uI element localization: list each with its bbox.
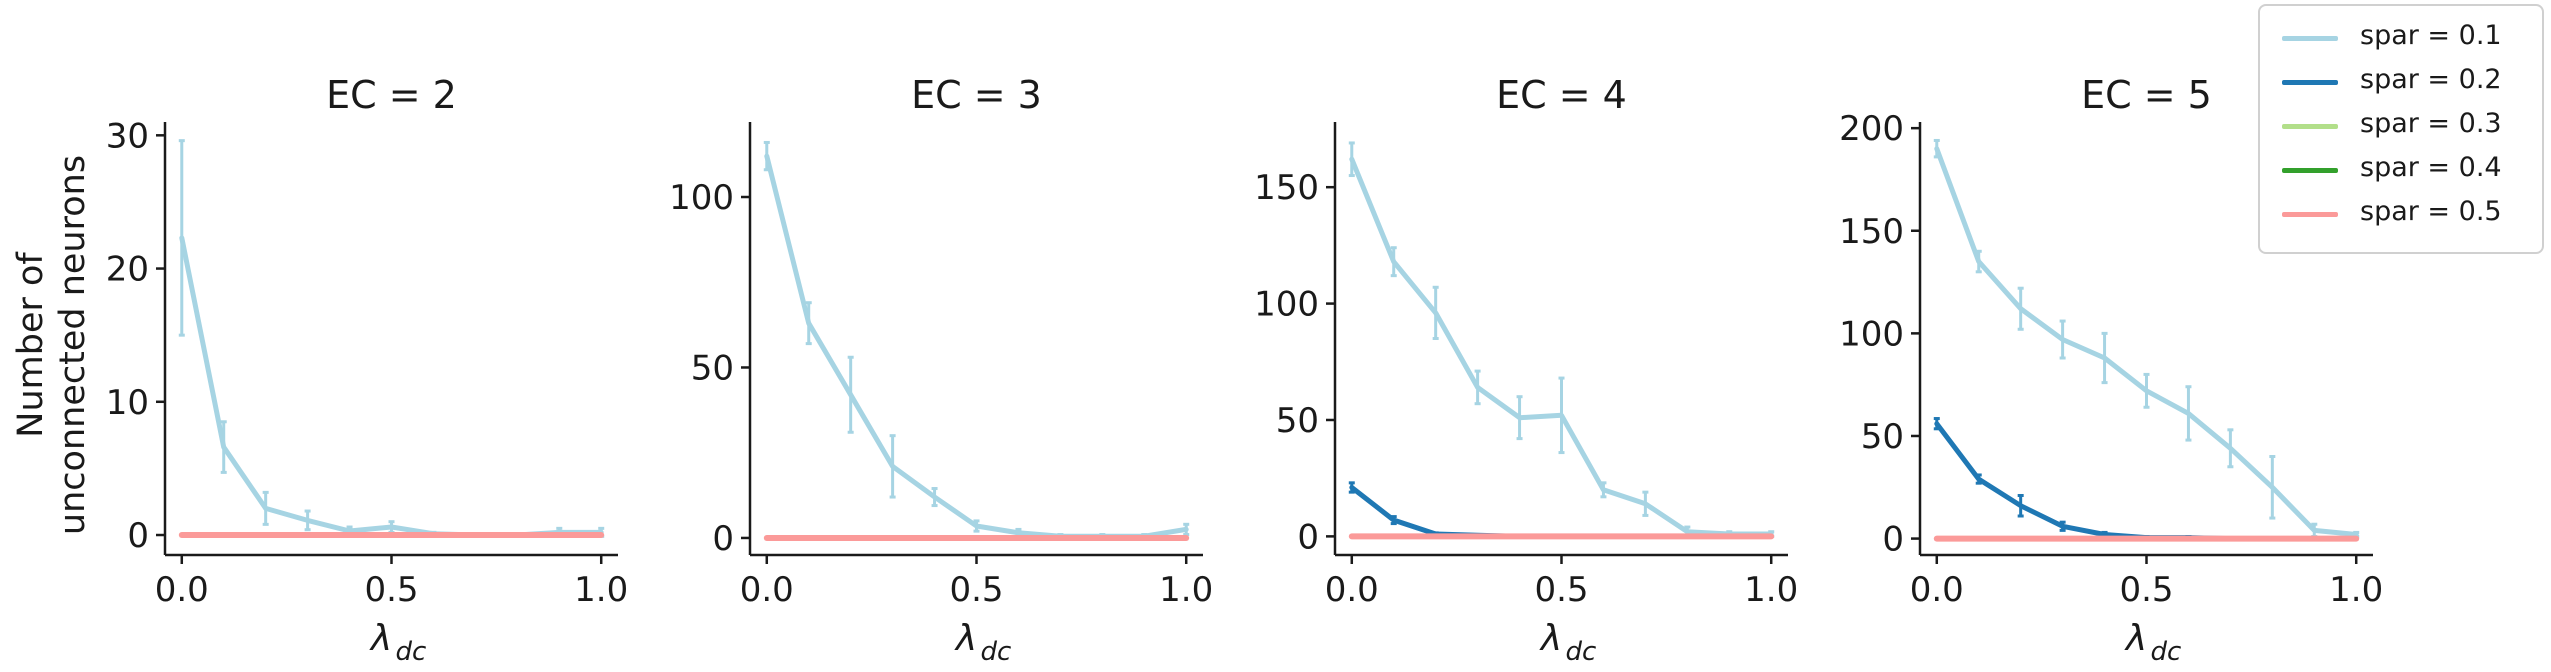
legend-label: spar = 0.1: [2360, 20, 2502, 51]
x-tick-label: 0.0: [155, 570, 209, 610]
y-tick-label: 100: [669, 178, 734, 218]
x-axis-label: λ: [1539, 618, 1562, 659]
x-tick-label: 0.0: [1910, 570, 1964, 610]
y-axis-label: Number of unconnected neurons: [11, 155, 93, 535]
x-tick-label: 1.0: [1744, 570, 1798, 610]
y-tick-label: 100: [1254, 285, 1319, 325]
y-tick-label: 30: [106, 116, 149, 156]
x-axis-label: λ: [2124, 618, 2147, 659]
y-tick-label: 0: [712, 519, 734, 559]
series-line-spar-0-1: [179, 235, 604, 538]
legend: spar = 0.1 spar = 0.2 spar = 0.3 spar = …: [2258, 4, 2544, 254]
y-tick-label: 0: [1882, 520, 1904, 560]
series-line-spar-0-2: [1349, 485, 1774, 539]
panel-ec-3: EC = 3 0 50 100 0.0 0.5 1.0 λ dc: [669, 73, 1213, 667]
panel-ec-2: EC = 2 0 10 20 30 0.0 0.5 1.0 λ dc: [106, 73, 629, 667]
y-tick-label: 50: [1276, 401, 1319, 441]
legend-swatch-spar-0-2: [2282, 80, 2338, 85]
x-tick-label: 0.5: [2119, 570, 2173, 610]
series-line-spar-0-1: [764, 153, 1189, 539]
x-axis-label-subscript: dc: [396, 637, 427, 667]
y-tick-label: 20: [106, 250, 149, 290]
y-tick-label: 10: [106, 383, 149, 423]
legend-label: spar = 0.3: [2360, 108, 2502, 139]
legend-label: spar = 0.4: [2360, 152, 2502, 183]
legend-label: spar = 0.5: [2360, 196, 2502, 227]
y-tick-label: 200: [1839, 109, 1904, 149]
x-tick-label: 0.5: [1534, 570, 1588, 610]
x-tick-label: 1.0: [2329, 570, 2383, 610]
y-axis-label-line2: unconnected neurons: [53, 155, 93, 535]
series-line-spar-0-2: [1934, 421, 2359, 542]
y-axis-label-line1: Number of: [11, 252, 51, 438]
x-axis-label-subscript: dc: [1566, 637, 1597, 667]
x-axis-label-subscript: dc: [2151, 637, 2182, 667]
y-tick-label: 0: [1297, 517, 1319, 557]
panel-title: EC = 3: [911, 73, 1042, 117]
x-axis-label: λ: [954, 618, 977, 659]
y-tick-label: 50: [691, 348, 734, 388]
y-tick-label: 50: [1861, 417, 1904, 457]
x-tick-label: 1.0: [1159, 570, 1213, 610]
x-tick-label: 0.5: [364, 570, 418, 610]
y-tick-label: 150: [1839, 212, 1904, 252]
legend-label: spar = 0.2: [2360, 64, 2502, 95]
x-tick-label: 1.0: [574, 570, 628, 610]
x-tick-label: 0.0: [740, 570, 794, 610]
y-tick-label: 150: [1254, 168, 1319, 208]
panel-ec-4: EC = 4 0 50 100 150 0.0 0.5 1.0 λ dc: [1254, 73, 1798, 667]
legend-swatch-spar-0-1: [2282, 36, 2338, 41]
legend-swatch-spar-0-5: [2282, 212, 2338, 217]
x-axis-label: λ: [369, 618, 392, 659]
legend-swatch-spar-0-4: [2282, 168, 2338, 173]
panel-ec-5: EC = 5 0 50 100 150 200 0.0 0.5 1.0 λ dc: [1839, 73, 2383, 667]
panel-title: EC = 4: [1496, 73, 1627, 117]
x-tick-label: 0.0: [1325, 570, 1379, 610]
series-line-spar-0-1: [1349, 156, 1774, 537]
x-tick-label: 0.5: [949, 570, 1003, 610]
x-axis-label-subscript: dc: [981, 637, 1012, 667]
panel-title: EC = 5: [2081, 73, 2212, 117]
legend-swatch-spar-0-3: [2282, 124, 2338, 129]
y-tick-label: 100: [1839, 314, 1904, 354]
panel-title: EC = 2: [326, 73, 457, 117]
y-tick-label: 0: [127, 516, 149, 556]
